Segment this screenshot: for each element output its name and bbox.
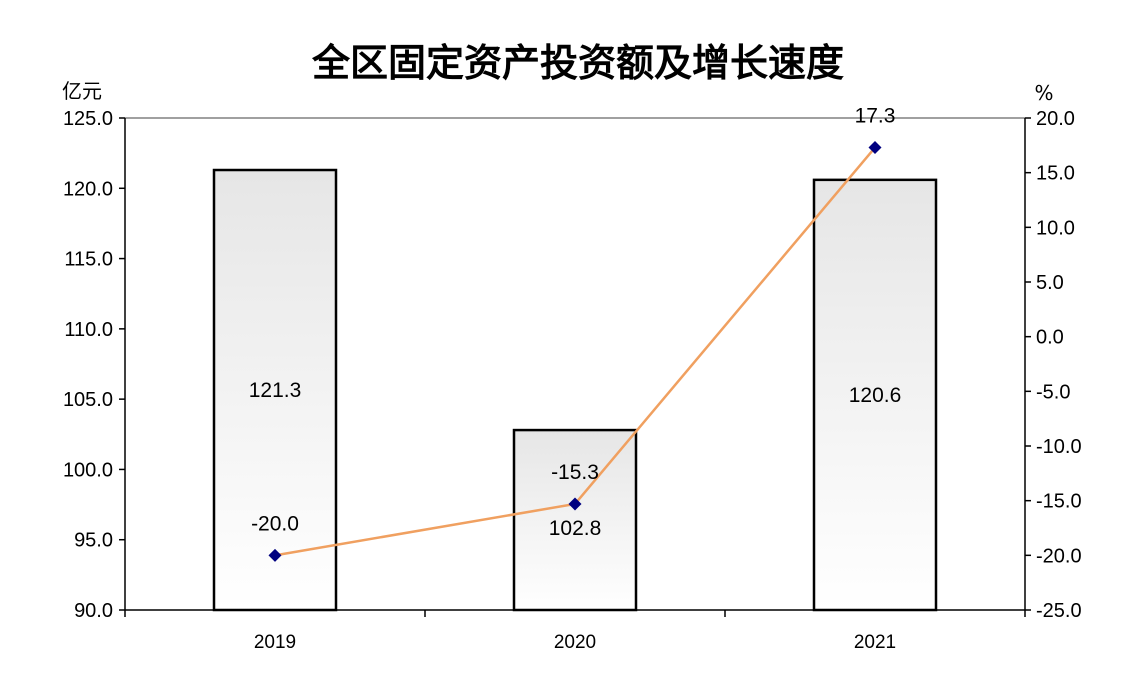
growth-value-label-2020: -15.3 — [551, 461, 599, 484]
right-tick-label: -10.0 — [1036, 436, 1082, 458]
growth-point-2019 — [268, 548, 282, 562]
right-tick-label: -20.0 — [1036, 545, 1082, 567]
right-tick-label: 20.0 — [1036, 108, 1075, 130]
bar-2019 — [212, 168, 338, 612]
bar-2020 — [512, 428, 638, 612]
chart-title: 全区固定资产投资额及增长速度 — [311, 41, 844, 85]
left-tick-label: 125.0 — [63, 108, 113, 130]
bar-value-label-2020: 102.8 — [549, 517, 602, 540]
x-tick-label-2021: 2021 — [854, 632, 896, 653]
bar-2021 — [812, 178, 938, 612]
growth-point-2020 — [568, 497, 582, 511]
right-tick-label: -25.0 — [1036, 600, 1082, 622]
left-tick-label: 105.0 — [63, 389, 113, 411]
right-tick-label: 0.0 — [1036, 327, 1064, 349]
growth-value-label-2021: 17.3 — [855, 105, 896, 128]
left-tick-label: 95.0 — [74, 530, 113, 552]
right-axis-unit: % — [1034, 81, 1053, 105]
bar-value-label-2019: 121.3 — [249, 379, 302, 402]
right-tick-label: 15.0 — [1036, 163, 1075, 185]
bar-value-label-2021: 120.6 — [849, 384, 902, 407]
left-axis-unit: 亿元 — [62, 79, 102, 103]
left-tick-label: 100.0 — [63, 459, 113, 481]
growth-value-label-2019: -20.0 — [251, 512, 299, 535]
growth-point-2021 — [868, 141, 882, 155]
right-tick-label: -5.0 — [1036, 381, 1070, 403]
right-tick-label: -15.0 — [1036, 491, 1082, 513]
left-tick-label: 110.0 — [64, 319, 113, 341]
right-tick-label: 5.0 — [1036, 272, 1064, 294]
x-tick-label-2020: 2020 — [554, 632, 596, 653]
x-tick-label-2019: 2019 — [254, 632, 296, 653]
left-tick-label: 115.0 — [64, 249, 113, 271]
right-tick-label: 10.0 — [1036, 217, 1075, 239]
left-tick-label: 90.0 — [74, 600, 113, 622]
left-tick-label: 120.0 — [63, 178, 113, 200]
